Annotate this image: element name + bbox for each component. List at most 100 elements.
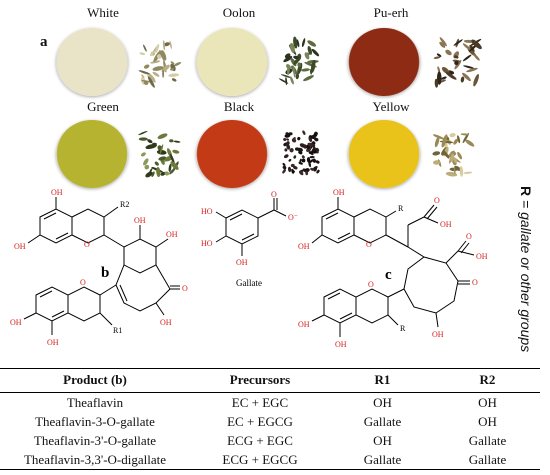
r-label: R [398, 204, 404, 213]
tea-leaf [168, 73, 180, 77]
precursors-cell: EC + EGCG [227, 413, 293, 429]
svg-text:OH: OH [236, 258, 248, 267]
oh-label: OH [47, 338, 59, 347]
tea-leaf [463, 65, 475, 69]
tea-leaf [439, 37, 447, 47]
tea-label-white: White [87, 5, 119, 20]
gallate-label: Gallate [236, 278, 262, 288]
theaflavin-table: Product (b) Precursors R1 R2 Theaflavin … [0, 368, 540, 470]
tea-leaf [143, 158, 149, 166]
header-r2: R2 [435, 368, 540, 393]
tea-leaf [297, 136, 301, 141]
tea-leaf [454, 59, 462, 70]
r-group-note: R = gallate or other groups [516, 186, 536, 356]
tea-leaf [291, 137, 296, 142]
tea-leaf [313, 133, 318, 137]
tea-leaf [473, 73, 479, 87]
tea-leaf [293, 155, 297, 159]
tea-leaf [450, 150, 455, 154]
tea-leaf [302, 130, 306, 135]
tea-leaf [159, 144, 164, 155]
r1-label: R1 [113, 326, 122, 335]
tea-label-yellow: Yellow [372, 99, 410, 114]
tea-leaf [139, 52, 146, 56]
tea-leaf [152, 66, 164, 71]
r-label: R [400, 324, 406, 333]
tea-leaf [437, 66, 441, 73]
tea-leaf [286, 138, 290, 141]
tea-leaf [316, 169, 320, 174]
tea-leaf [454, 60, 459, 66]
tea-leaf [304, 52, 310, 60]
oh-label: OH [134, 216, 146, 225]
tea-leaf [305, 170, 309, 176]
r1-cell: Gallate [363, 413, 402, 429]
tea-leaf [168, 163, 172, 172]
oh-label: OH [432, 330, 444, 339]
tea-leaf [169, 168, 176, 175]
tea-leaf [157, 133, 168, 139]
r1-cell: OH [373, 432, 392, 448]
tea-leaves-green [138, 130, 181, 178]
tea-leaf [151, 171, 155, 177]
panel-a-letter: a [40, 34, 48, 50]
tea-leaf [156, 166, 161, 178]
tea-leaf [143, 64, 150, 69]
r-group-symbol: R [518, 186, 534, 197]
o-label: O [434, 196, 440, 205]
r2-cell: Gallate [435, 450, 540, 470]
tea-leaf [445, 171, 458, 177]
tea-leaf [285, 77, 288, 86]
tea-leaf [297, 62, 303, 75]
tea-leaf [473, 53, 480, 61]
tea-leaf [152, 142, 157, 146]
tea-leaf [283, 56, 293, 63]
tea-leaf [445, 72, 457, 80]
tea-leaf [141, 74, 145, 78]
tea-leaf [149, 51, 154, 57]
o-label: O [84, 240, 90, 249]
oh-label: OH [476, 252, 488, 261]
tea-leaf [286, 64, 290, 76]
tea-leaf [144, 164, 150, 170]
o-label: O [80, 278, 86, 287]
tea-leaf [293, 36, 298, 49]
header-precursors: Precursors [190, 368, 330, 393]
table-row: Theaflavin EC + EGC OH OH [0, 393, 540, 413]
oh-label: OH [440, 220, 452, 229]
oh-label: OH [333, 188, 345, 197]
tea-leaf [161, 50, 167, 61]
tea-leaf [453, 157, 457, 164]
tea-leaf [159, 49, 165, 61]
o-label: O [366, 240, 372, 249]
tea-leaf [169, 40, 172, 49]
tea-leaf [307, 40, 317, 47]
tea-leaf [299, 158, 302, 163]
tea-leaf [170, 67, 175, 71]
tea-leaf [457, 151, 463, 160]
tea-leaf [441, 67, 450, 74]
tea-leaf [308, 151, 314, 155]
tea-leaf [441, 76, 447, 80]
tea-leaf [147, 139, 153, 144]
tea-leaf [283, 137, 287, 142]
tea-leaf [310, 167, 315, 171]
tea-leaf [313, 166, 318, 172]
o-label: O [182, 284, 188, 293]
product-cell: Theaflavin-3,3'-O-digallate [0, 450, 190, 470]
oh-label: OH [14, 242, 26, 251]
tea-leaf [303, 75, 314, 82]
tea-leaf [471, 39, 482, 50]
tea-leaf [158, 156, 167, 161]
oh-label: OH [298, 242, 310, 251]
tea-leaf [138, 70, 151, 75]
tea-leaves-oolon [278, 36, 320, 86]
header-product: Product (b) [0, 368, 190, 393]
tea-leaf [169, 139, 174, 143]
o-label: O [472, 278, 478, 287]
r2-cell: OH [478, 394, 497, 410]
tea-leaf [449, 167, 458, 172]
gallate-anion-label: O⁻ [288, 213, 298, 222]
tea-leaf [432, 134, 445, 140]
tea-leaf [308, 136, 313, 142]
